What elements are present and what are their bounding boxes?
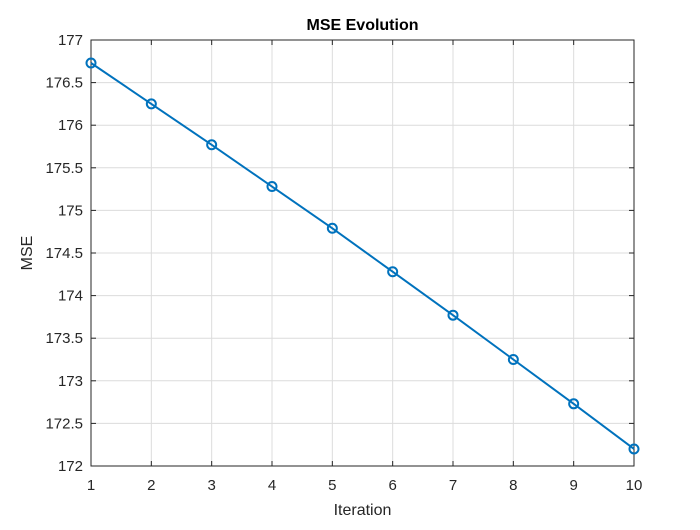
x-tick-label: 6 <box>388 477 396 494</box>
x-tick-label: 1 <box>87 477 95 494</box>
x-tick-label: 2 <box>147 477 155 494</box>
data-point <box>568 398 580 410</box>
series-line <box>90 62 635 450</box>
x-tick-label: 7 <box>449 477 457 494</box>
x-tick-label: 3 <box>207 477 215 494</box>
y-tick-label: 177 <box>58 32 83 49</box>
data-point <box>206 139 218 151</box>
y-tick-label: 174 <box>58 288 83 305</box>
data-point <box>387 266 399 278</box>
x-tick-label: 8 <box>509 477 517 494</box>
series-group <box>85 57 640 455</box>
chart-title: MSE Evolution <box>307 17 419 34</box>
tick-marks <box>90 39 635 467</box>
x-tick-label: 5 <box>328 477 336 494</box>
data-point <box>85 57 97 69</box>
data-point <box>507 354 519 365</box>
y-tick-label: 174.5 <box>45 245 83 262</box>
y-tick-label: 175.5 <box>45 160 83 177</box>
data-point <box>628 443 640 455</box>
y-axis-label: MSE <box>19 236 36 271</box>
x-tick-label: 4 <box>268 477 276 494</box>
data-point <box>447 309 459 321</box>
data-point <box>326 222 338 234</box>
x-tick-labels: 1 2 3 4 5 6 7 8 9 10 <box>87 477 643 494</box>
y-tick-label: 175 <box>58 202 83 219</box>
x-axis-label: Iteration <box>334 502 392 519</box>
y-tick-label: 173.5 <box>45 330 83 347</box>
x-tick-label: 9 <box>569 477 577 494</box>
y-tick-labels: 172 172.5 173 173.5 174 174.5 175 175.5 176 176.5… <box>45 32 83 475</box>
data-point <box>145 98 157 110</box>
y-tick-label: 172 <box>58 458 83 475</box>
data-point <box>266 181 278 193</box>
y-tick-label: 176 <box>58 117 83 134</box>
y-tick-label: 176.5 <box>45 75 83 92</box>
y-tick-label: 172.5 <box>45 415 83 432</box>
y-tick-label: 173 <box>58 373 83 390</box>
x-tick-label: 10 <box>626 477 643 494</box>
